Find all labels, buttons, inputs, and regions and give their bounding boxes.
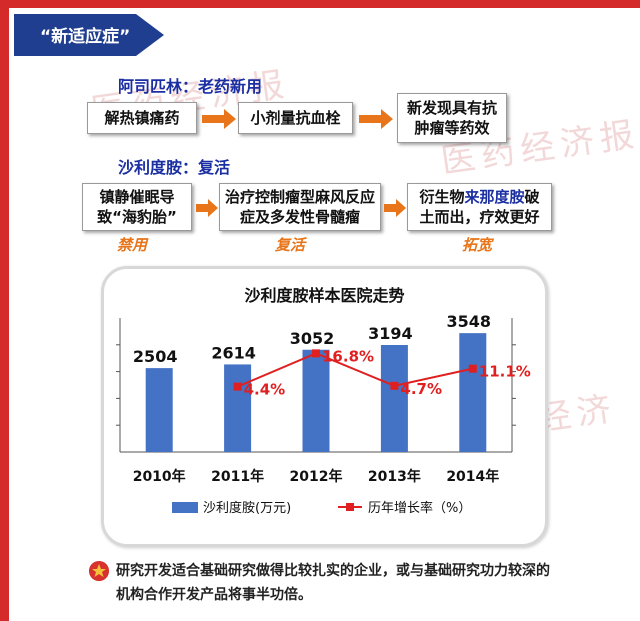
section-tag-banner bbox=[14, 14, 164, 56]
growth-rate-point bbox=[312, 349, 320, 358]
arrow-right-icon bbox=[202, 109, 236, 129]
step-3-prefix: 衍生物 bbox=[419, 188, 465, 206]
bar-value-label: 3194 bbox=[368, 324, 413, 343]
bar-1 bbox=[145, 368, 173, 452]
growth-rate-label: 11.1% bbox=[479, 363, 531, 381]
footer-text: 研究开发适合基础研究做得比较扎实的企业，或与基础研究功力较深的机构合作开发产品将… bbox=[116, 563, 550, 603]
x-tick-label: 2011年 bbox=[211, 468, 264, 485]
arrow-right-icon bbox=[196, 199, 218, 217]
growth-rate-point bbox=[468, 364, 477, 373]
arrow-right-icon bbox=[384, 199, 406, 217]
x-tick-label: 2014年 bbox=[446, 468, 499, 485]
thalidomide-step-3: 衍生物来那度胺破土而出，疗效更好 bbox=[407, 183, 552, 231]
growth-rate-label: 4.4% bbox=[244, 381, 286, 399]
label-expanded: 拓宽 bbox=[462, 236, 493, 254]
growth-rate-label: 16.8% bbox=[322, 347, 374, 365]
legend-bar-swatch bbox=[172, 502, 198, 513]
bar-value-label: 3548 bbox=[447, 312, 492, 331]
growth-rate-point bbox=[390, 381, 399, 390]
left-border bbox=[0, 0, 9, 621]
thalidomide-step-2: 治疗控制瘤型麻风反应症及多发性骨髓瘤 bbox=[219, 183, 381, 231]
aspirin-step-3: 新发现具有抗肿瘤等药效 bbox=[397, 93, 507, 143]
x-tick-label: 2010年 bbox=[133, 468, 186, 485]
top-border bbox=[0, 0, 640, 8]
bar-value-label: 3052 bbox=[290, 329, 335, 348]
section-tag-label: “新适应症” bbox=[40, 27, 131, 47]
arrow-right-icon bbox=[359, 109, 393, 129]
thalidomide-title: 沙利度胺：复活 bbox=[118, 158, 231, 177]
aspirin-step-1: 解热镇痛药 bbox=[87, 102, 197, 134]
bar-value-label: 2504 bbox=[133, 347, 178, 366]
x-tick-label: 2013年 bbox=[368, 468, 421, 485]
star-badge-icon bbox=[89, 561, 109, 581]
growth-rate-point bbox=[233, 382, 242, 391]
step-3-suffix: 破土而出，疗效更好 bbox=[419, 188, 540, 226]
chart-title: 沙利度胺样本医院走势 bbox=[244, 286, 405, 305]
label-revived: 复活 bbox=[275, 236, 306, 254]
aspirin-step-2: 小剂量抗血栓 bbox=[238, 102, 353, 134]
label-banned: 禁用 bbox=[117, 236, 148, 254]
bar-2 bbox=[224, 364, 252, 452]
bar-3 bbox=[302, 349, 330, 452]
growth-rate-label: 4.7% bbox=[400, 380, 442, 398]
bar-value-label: 2614 bbox=[211, 343, 256, 362]
x-tick-label: 2012年 bbox=[290, 468, 343, 485]
legend-line-label: 历年增长率（%） bbox=[368, 500, 471, 516]
legend-bar-label: 沙利度胺(万元) bbox=[203, 500, 291, 516]
thalidomide-step-1: 镇静催眠导致“海豹胎” bbox=[82, 183, 192, 231]
growth-rate-line bbox=[237, 352, 474, 388]
legend-line-marker bbox=[346, 503, 354, 511]
bar-4 bbox=[380, 345, 408, 452]
aspirin-title: 阿司匹林：老药新用 bbox=[118, 77, 263, 96]
lenalidomide-highlight: 来那度胺 bbox=[464, 188, 525, 206]
bar-5 bbox=[459, 333, 487, 452]
